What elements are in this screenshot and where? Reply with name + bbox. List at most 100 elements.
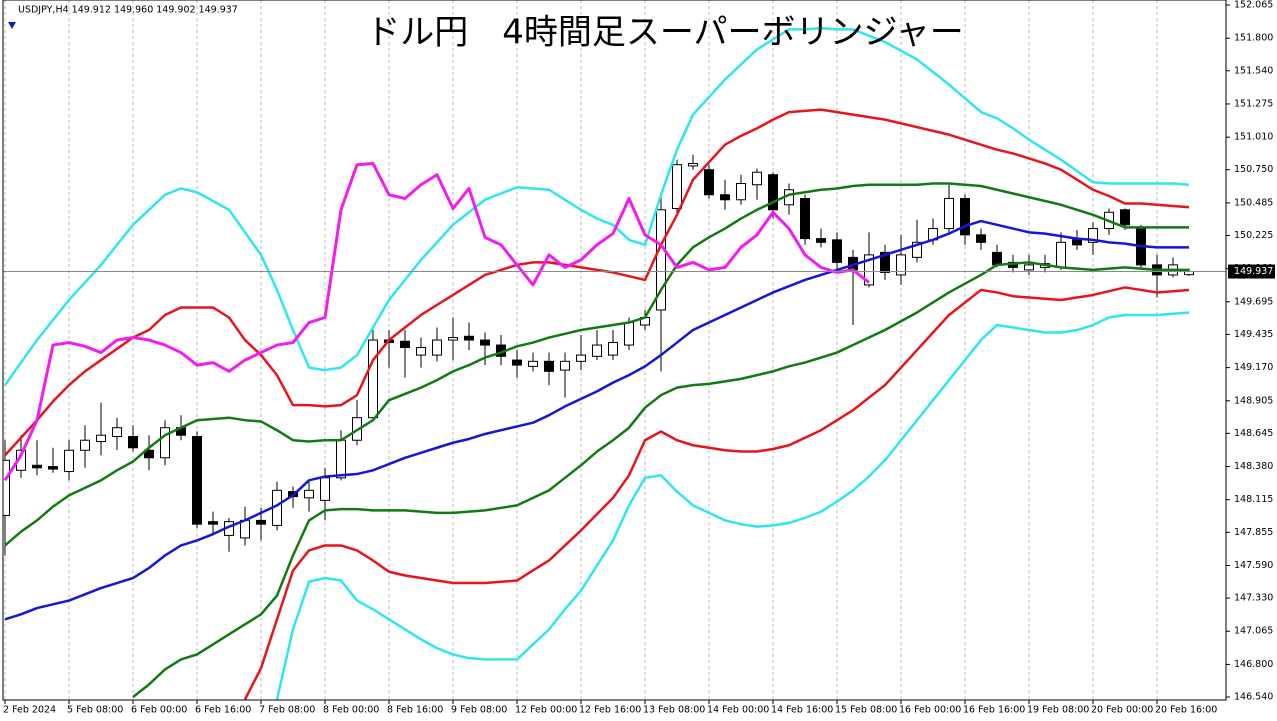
candle-body	[48, 466, 58, 470]
candle-body	[128, 435, 138, 449]
candle-body	[112, 427, 122, 437]
x-tick-label: 7 Feb 08:00	[259, 705, 315, 716]
y-tick-label: 146.540	[1234, 691, 1273, 702]
candle-body	[720, 194, 730, 201]
y-tick-label: 151.010	[1234, 132, 1273, 143]
candle-body	[752, 171, 762, 186]
candle-body	[256, 519, 266, 525]
indicator-line	[243, 286, 1190, 700]
x-tick-label: 6 Feb 16:00	[195, 705, 251, 716]
candle-body	[976, 234, 986, 243]
y-tick-label: 147.065	[1234, 626, 1273, 637]
candle-body	[3, 459, 10, 516]
symbol-header: USDJPY,H4 149.912 149.960 149.902 149.93…	[18, 5, 238, 16]
y-tick-label: 147.330	[1234, 593, 1273, 604]
y-tick-label: 149.695	[1234, 296, 1273, 307]
candle-body	[832, 239, 842, 263]
x-tick-label: 15 Feb 08:00	[835, 705, 897, 716]
x-tick-label: 14 Feb 16:00	[771, 705, 833, 716]
candle-body	[400, 340, 410, 349]
candle-body	[608, 342, 618, 356]
x-tick-label: 5 Feb 08:00	[67, 705, 123, 716]
candle-body	[32, 464, 42, 469]
y-tick-label: 150.225	[1234, 230, 1273, 241]
y-tick-label: 151.800	[1234, 33, 1273, 44]
y-tick-label: 147.855	[1234, 527, 1273, 538]
candle-body	[1024, 264, 1034, 271]
indicator-line	[4, 108, 1190, 457]
price-label: 149.937	[1234, 266, 1273, 277]
candle-body	[944, 198, 954, 230]
candle-body	[480, 339, 490, 346]
x-tick-label: 14 Feb 00:00	[707, 705, 769, 716]
x-tick-label: 20 Feb 00:00	[1091, 705, 1153, 716]
candle-body	[960, 198, 970, 236]
y-tick-label: 149.170	[1234, 362, 1273, 373]
candle-body	[688, 162, 698, 167]
candle-body	[304, 489, 314, 499]
indicator-line	[4, 182, 1189, 547]
x-tick-label: 2 Feb 2024	[3, 705, 56, 716]
indicator-line	[3, 26, 1190, 386]
candle-body	[192, 435, 202, 525]
y-tick-label: 152.065	[1234, 0, 1273, 11]
x-tick-label: 19 Feb 08:00	[1027, 705, 1089, 716]
candle-body	[992, 251, 1002, 266]
y-tick-label: 150.485	[1234, 197, 1273, 208]
candle-body	[624, 322, 634, 346]
plot-area	[3, 26, 1226, 700]
candle-body	[736, 182, 746, 201]
indicator-line	[3, 161, 870, 482]
candle-body	[672, 164, 682, 210]
y-tick-label: 151.540	[1234, 65, 1273, 76]
candle-body	[464, 335, 474, 341]
candle-body	[1072, 239, 1082, 246]
candle-body	[160, 427, 170, 459]
candle-body	[528, 360, 538, 367]
y-tick-label: 148.905	[1234, 395, 1273, 406]
x-tick-label: 12 Feb 00:00	[515, 705, 577, 716]
y-tick-label: 151.275	[1234, 98, 1273, 109]
candle-body	[592, 344, 602, 357]
candle-body	[96, 434, 106, 442]
candle-body	[144, 449, 154, 459]
price-label-box	[1228, 264, 1275, 279]
axes: 152.065 151.800 151.540 151.275 151.010 150.7…	[3, 0, 1275, 716]
x-tick-label: 6 Feb 00:00	[131, 705, 187, 716]
candle-body	[560, 360, 570, 371]
candle-body	[816, 238, 826, 243]
x-tick-label: 16 Feb 00:00	[899, 705, 961, 716]
indicator-line	[4, 219, 1189, 621]
candle-body	[544, 360, 554, 372]
candle-body	[432, 339, 442, 356]
candle-body	[576, 354, 586, 362]
y-tick-label: 147.590	[1234, 560, 1273, 571]
candle-body	[768, 174, 778, 211]
x-tick-label: 9 Feb 08:00	[451, 705, 507, 716]
indicator-line	[275, 311, 1190, 700]
candle-body	[1120, 209, 1130, 226]
candle-body	[448, 337, 458, 341]
y-tick-label: 150.750	[1234, 164, 1273, 175]
y-tick-label: 148.115	[1234, 494, 1273, 505]
candle-body	[320, 477, 330, 501]
candle-body	[512, 359, 522, 366]
candle-body	[1056, 241, 1066, 268]
y-tick-label: 149.435	[1234, 329, 1273, 340]
x-tick-label: 20 Feb 16:00	[1155, 705, 1217, 716]
candle-body	[336, 439, 346, 479]
chart-title: ドル円 4時間足スーパーボリンジャー	[366, 13, 964, 53]
y-tick-label: 146.800	[1234, 659, 1273, 670]
indicator-line	[132, 261, 1189, 698]
candle-body	[800, 198, 810, 240]
x-tick-label: 8 Feb 00:00	[323, 705, 379, 716]
candle-body	[704, 169, 714, 196]
marker-triangle	[8, 22, 16, 29]
candle-body	[208, 521, 218, 525]
candle-body	[240, 519, 250, 539]
y-tick-label: 148.645	[1234, 428, 1273, 439]
candle-body	[896, 254, 906, 276]
candle-body	[80, 439, 90, 451]
